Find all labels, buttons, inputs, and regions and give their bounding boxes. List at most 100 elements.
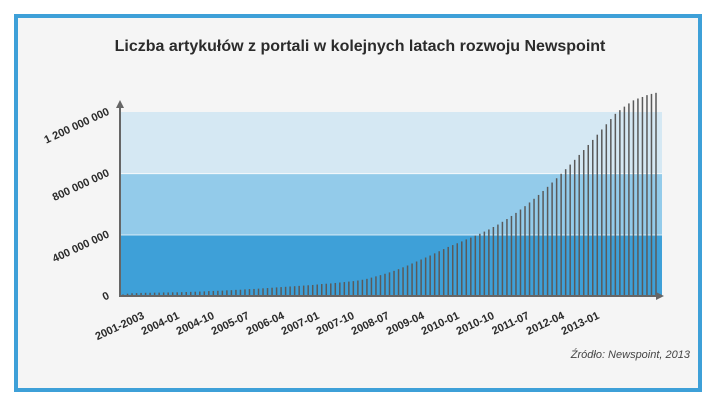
bar [244, 289, 246, 296]
bar [262, 288, 264, 296]
bar [293, 286, 296, 296]
bar [348, 281, 350, 296]
bar [176, 292, 178, 296]
bar [411, 263, 413, 296]
x-axis-arrow [656, 292, 664, 300]
bar [637, 98, 639, 296]
bar [483, 231, 486, 296]
bar [226, 290, 228, 296]
chart-axes [116, 100, 664, 300]
bar [447, 246, 449, 296]
bar [370, 277, 373, 296]
bar [582, 150, 585, 296]
source-note: Źródło: Newspoint, 2013 [570, 349, 690, 361]
band-mid [120, 173, 662, 235]
bar [307, 285, 309, 296]
x-tick-label: 2011-07 [490, 310, 531, 338]
bar [158, 292, 160, 296]
bar [199, 291, 201, 296]
bar [379, 275, 382, 296]
bar-series [122, 92, 657, 297]
bar [298, 285, 300, 296]
bar [501, 221, 504, 296]
bar [524, 206, 526, 296]
bar [510, 215, 513, 296]
bar [162, 292, 165, 296]
bar [388, 272, 391, 296]
bar [357, 280, 359, 296]
bar [366, 278, 368, 296]
bar [384, 273, 386, 296]
bar [217, 290, 219, 296]
bar [465, 239, 468, 296]
bar [470, 237, 472, 296]
y-tick-label: 0 [101, 290, 112, 303]
bar [488, 229, 490, 296]
bar [402, 267, 404, 296]
bar [537, 194, 540, 296]
bar [397, 269, 400, 296]
bar [551, 182, 553, 296]
bar [587, 144, 589, 296]
bar [235, 289, 237, 296]
x-tick-label: 2001-2003 [94, 310, 147, 343]
bar [343, 282, 346, 296]
bar [375, 276, 377, 296]
bar [230, 290, 233, 296]
bar [438, 251, 440, 296]
x-tick-label: 2004-01 [140, 310, 182, 338]
x-tick-label: 2008-07 [350, 310, 392, 338]
bar [424, 257, 427, 296]
bar [429, 255, 431, 296]
bar [190, 291, 192, 296]
bar [623, 106, 626, 296]
x-tick-label: 2005-07 [210, 310, 252, 338]
x-tick-label: 2006-04 [245, 309, 287, 337]
bar [614, 113, 617, 296]
x-tick-label: 2009-04 [385, 309, 427, 337]
bar [610, 119, 612, 296]
bar [628, 103, 630, 296]
bar [646, 95, 648, 296]
bar [131, 293, 133, 296]
bar [144, 292, 147, 296]
bar [555, 178, 558, 296]
x-tick-label: 2004-10 [175, 310, 217, 338]
bar [289, 286, 291, 296]
bar [212, 290, 215, 296]
band-low [120, 234, 662, 296]
bar [420, 259, 422, 296]
bar [474, 235, 477, 296]
bar [461, 241, 463, 296]
bar [619, 110, 621, 296]
bar [393, 270, 395, 296]
bar [592, 139, 594, 296]
bar [208, 291, 210, 296]
bar [275, 287, 278, 296]
bar [330, 283, 332, 296]
bar [271, 287, 273, 296]
bar [311, 284, 314, 296]
bar [325, 283, 328, 296]
bar [569, 164, 571, 296]
bar [284, 286, 287, 296]
x-tick-label: 2013-01 [560, 310, 602, 338]
bar [492, 227, 495, 296]
bar [497, 224, 499, 296]
y-tick-label: 1 200 000 000 [42, 106, 111, 147]
chart-title: Liczba artykułów z portali w kolejnych l… [114, 38, 606, 55]
y-tick-label: 800 000 000 [51, 167, 112, 204]
bar [239, 289, 242, 296]
bar [194, 291, 197, 296]
bar [352, 281, 355, 296]
bar [479, 233, 481, 296]
bar [203, 291, 206, 296]
bar [339, 282, 341, 296]
bar [153, 292, 156, 296]
y-tick-label: 400 000 000 [51, 229, 112, 266]
bar [605, 124, 608, 297]
x-tick-label: 2010-10 [455, 310, 497, 338]
bar [140, 292, 142, 296]
